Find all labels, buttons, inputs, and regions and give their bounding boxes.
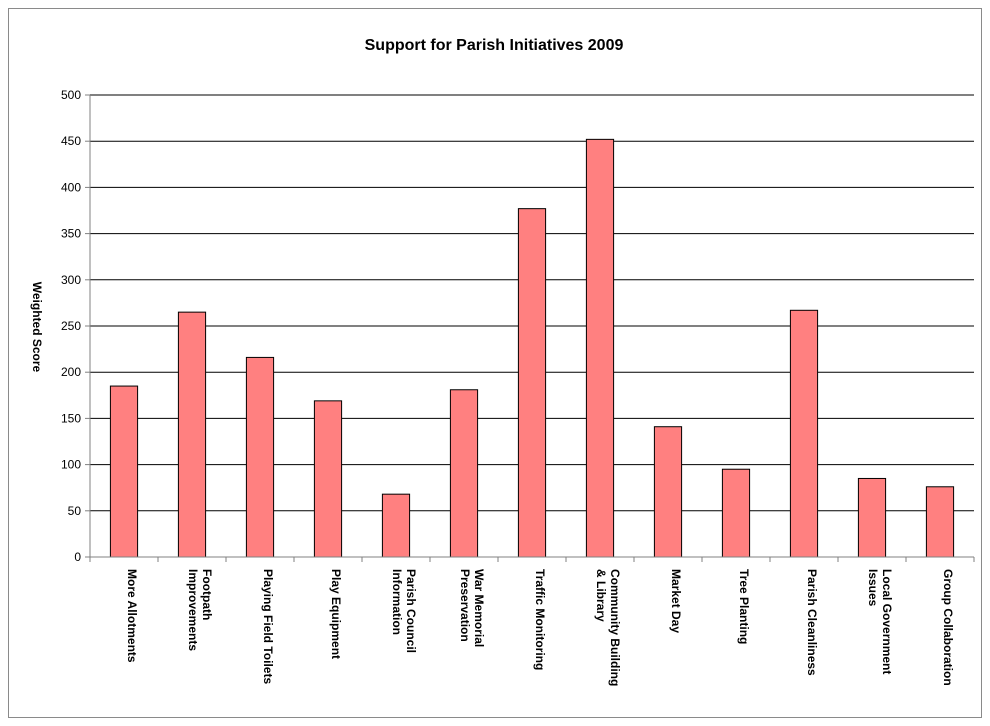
x-tick-label-line: Improvements — [186, 569, 200, 651]
chart-frame — [8, 8, 982, 718]
y-tick-label: 150 — [61, 411, 81, 425]
y-tick-label: 400 — [61, 180, 81, 194]
y-axis-label: Weighted Score — [30, 282, 44, 373]
x-tick-label-line: Local Government — [880, 569, 894, 674]
x-tick-label-line: & Library — [594, 569, 608, 622]
x-tick-label-line: Playing Field Toilets — [261, 569, 275, 684]
x-tick-label: Group Collaboration — [941, 569, 955, 686]
y-tick-label: 0 — [74, 550, 81, 564]
y-tick-label: 250 — [61, 319, 81, 333]
bar — [721, 468, 751, 558]
x-tick-label: Community Building& Library — [594, 569, 622, 686]
y-tick-labels: 0 50 100 150 200 250 300 350 400 450 500 — [61, 88, 90, 564]
bar — [177, 311, 207, 558]
y-tick-label: 350 — [61, 227, 81, 241]
bar — [109, 385, 139, 558]
y-tick-label: 300 — [61, 273, 81, 287]
x-tick-label: More Allotments — [125, 569, 139, 663]
x-tick-label-line: Community Building — [608, 569, 622, 686]
chart-title: Support for Parish Initiatives 2009 — [365, 37, 624, 54]
x-tick-label-line: Market Day — [669, 569, 683, 633]
x-tick-label-line: Parish Council — [404, 569, 418, 653]
bar — [789, 309, 819, 558]
x-tick-label-line: Tree Planting — [737, 569, 751, 644]
bar — [381, 493, 411, 558]
bar — [857, 477, 887, 558]
x-tick-label: Market Day — [669, 569, 683, 633]
x-tick-label-line: Group Collaboration — [941, 569, 955, 686]
bar — [925, 486, 955, 558]
x-tick-label: Tree Planting — [737, 569, 751, 644]
bar — [653, 426, 683, 558]
bars — [109, 138, 955, 558]
x-tick-label-line: Traffic Monitoring — [533, 569, 547, 670]
x-tick-label: Parish Cleanliness — [805, 569, 819, 676]
x-tick-label-line: War Memorial — [472, 569, 486, 647]
x-tick-label-line: Information — [390, 569, 404, 635]
bar — [245, 356, 275, 558]
x-tick-label-line: More Allotments — [125, 569, 139, 663]
bar — [585, 138, 615, 558]
x-tick-label-line: Footpath — [200, 569, 214, 620]
bar — [449, 389, 479, 558]
x-tick-label-line: Issues — [866, 569, 880, 607]
x-tick-label-line: Preservation — [458, 569, 472, 642]
y-tick-label: 500 — [61, 88, 81, 102]
y-tick-label: 100 — [61, 458, 81, 472]
y-tick-label: 50 — [68, 504, 82, 518]
y-tick-label: 200 — [61, 365, 81, 379]
x-tick-label-line: Parish Cleanliness — [805, 569, 819, 676]
x-tick-label: Traffic Monitoring — [533, 569, 547, 670]
gridlines — [90, 94, 974, 512]
bar — [517, 208, 547, 558]
x-tick-label: Play Equipment — [329, 569, 343, 659]
bar — [313, 400, 343, 558]
y-tick-label: 450 — [61, 134, 81, 148]
x-tick-label-line: Play Equipment — [329, 569, 343, 659]
x-tick-label: Playing Field Toilets — [261, 569, 275, 684]
